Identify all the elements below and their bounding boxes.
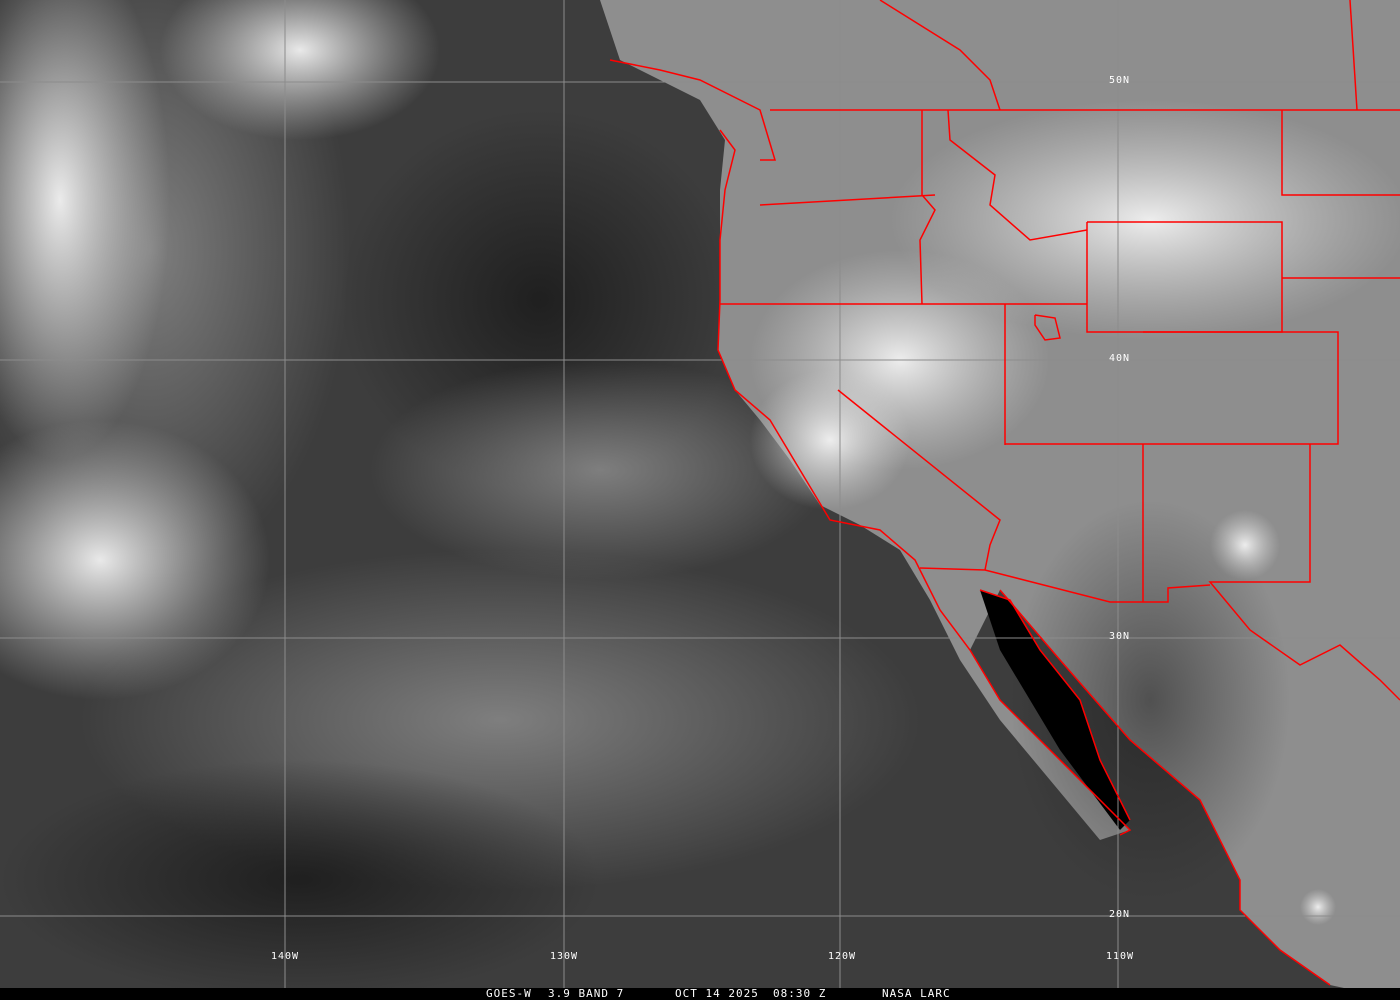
political-borders bbox=[609, 0, 1400, 986]
bc-ab-border bbox=[879, 0, 1001, 111]
lon-label-130w: 130W bbox=[550, 951, 579, 962]
channel: 3.9 BAND 7 bbox=[548, 987, 625, 1000]
cloud-mass bbox=[750, 370, 910, 510]
west-coast bbox=[717, 129, 1132, 836]
time: 08:30 Z bbox=[773, 987, 827, 1000]
cloud-swirl bbox=[370, 360, 830, 580]
credit: NASA LARC bbox=[882, 987, 951, 1000]
lat-label-50n: 50N bbox=[1109, 75, 1131, 86]
cloud-mass bbox=[0, 0, 170, 460]
lon-label-110w: 110W bbox=[1106, 951, 1135, 962]
clear-area bbox=[0, 760, 600, 1000]
lon-label-140w: 140W bbox=[271, 951, 300, 962]
id-west-border bbox=[919, 110, 936, 305]
cloud-mass bbox=[890, 100, 1400, 340]
us-mexico-border bbox=[919, 567, 1211, 603]
lon-label-120w: 120W bbox=[828, 951, 857, 962]
nm-tx-border bbox=[1208, 444, 1400, 701]
image-caption-bar: GOES-W 3.9 BAND 7 OCT 14 2025 08:30 Z NA… bbox=[0, 988, 1400, 1000]
sask-border bbox=[1349, 0, 1358, 111]
lat-label-20n: 20N bbox=[1109, 909, 1131, 920]
lat-label-30n: 30N bbox=[1109, 631, 1131, 642]
satellite-name: GOES-W bbox=[486, 987, 532, 1000]
cloud-mass bbox=[160, 0, 440, 140]
vancouver-island-coast bbox=[609, 59, 777, 161]
nd-border bbox=[1281, 110, 1400, 196]
cloud-mass bbox=[1300, 889, 1336, 925]
wa-or-border bbox=[759, 194, 936, 206]
great-salt-lake bbox=[1034, 314, 1061, 341]
date: OCT 14 2025 bbox=[675, 987, 759, 1000]
baja-east-coast bbox=[979, 589, 1131, 821]
lat-label-40n: 40N bbox=[1109, 353, 1131, 364]
mexico-coast bbox=[999, 589, 1331, 986]
ca-nv-border bbox=[837, 389, 1001, 571]
id-mt-border bbox=[947, 109, 1088, 241]
co-border bbox=[1005, 331, 1339, 445]
dark-land bbox=[1010, 500, 1290, 900]
gulf-of-california bbox=[980, 590, 1130, 830]
